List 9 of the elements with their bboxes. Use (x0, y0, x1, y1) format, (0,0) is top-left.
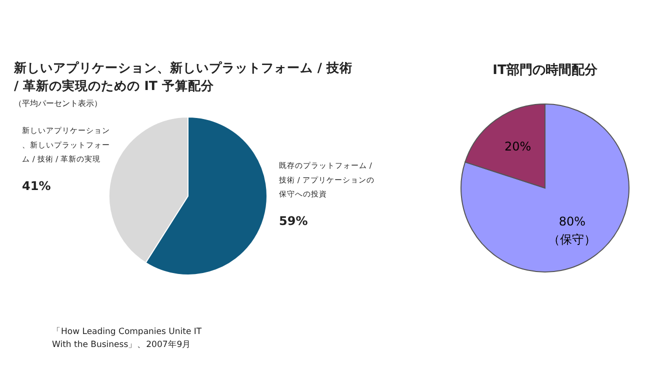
chart-title: IT部門の時間配分 (492, 62, 598, 78)
text: 「How Leading Companies Unite IT With the Business」、2007年9月 (52, 326, 202, 350)
chart-title: 新しいアプリケーション、新しいプラットフォーム / 技術 / 革新の実現のための IT 予算配分 (13, 60, 352, 94)
data-label: 41% (22, 178, 51, 193)
chart-subtitle: （平均パーセント表示） (14, 99, 102, 108)
data-label: 20% (504, 140, 532, 154)
data-label: 80% (558, 214, 586, 228)
data-label: 59% (279, 214, 308, 228)
slice-label: （保守） (548, 232, 596, 246)
